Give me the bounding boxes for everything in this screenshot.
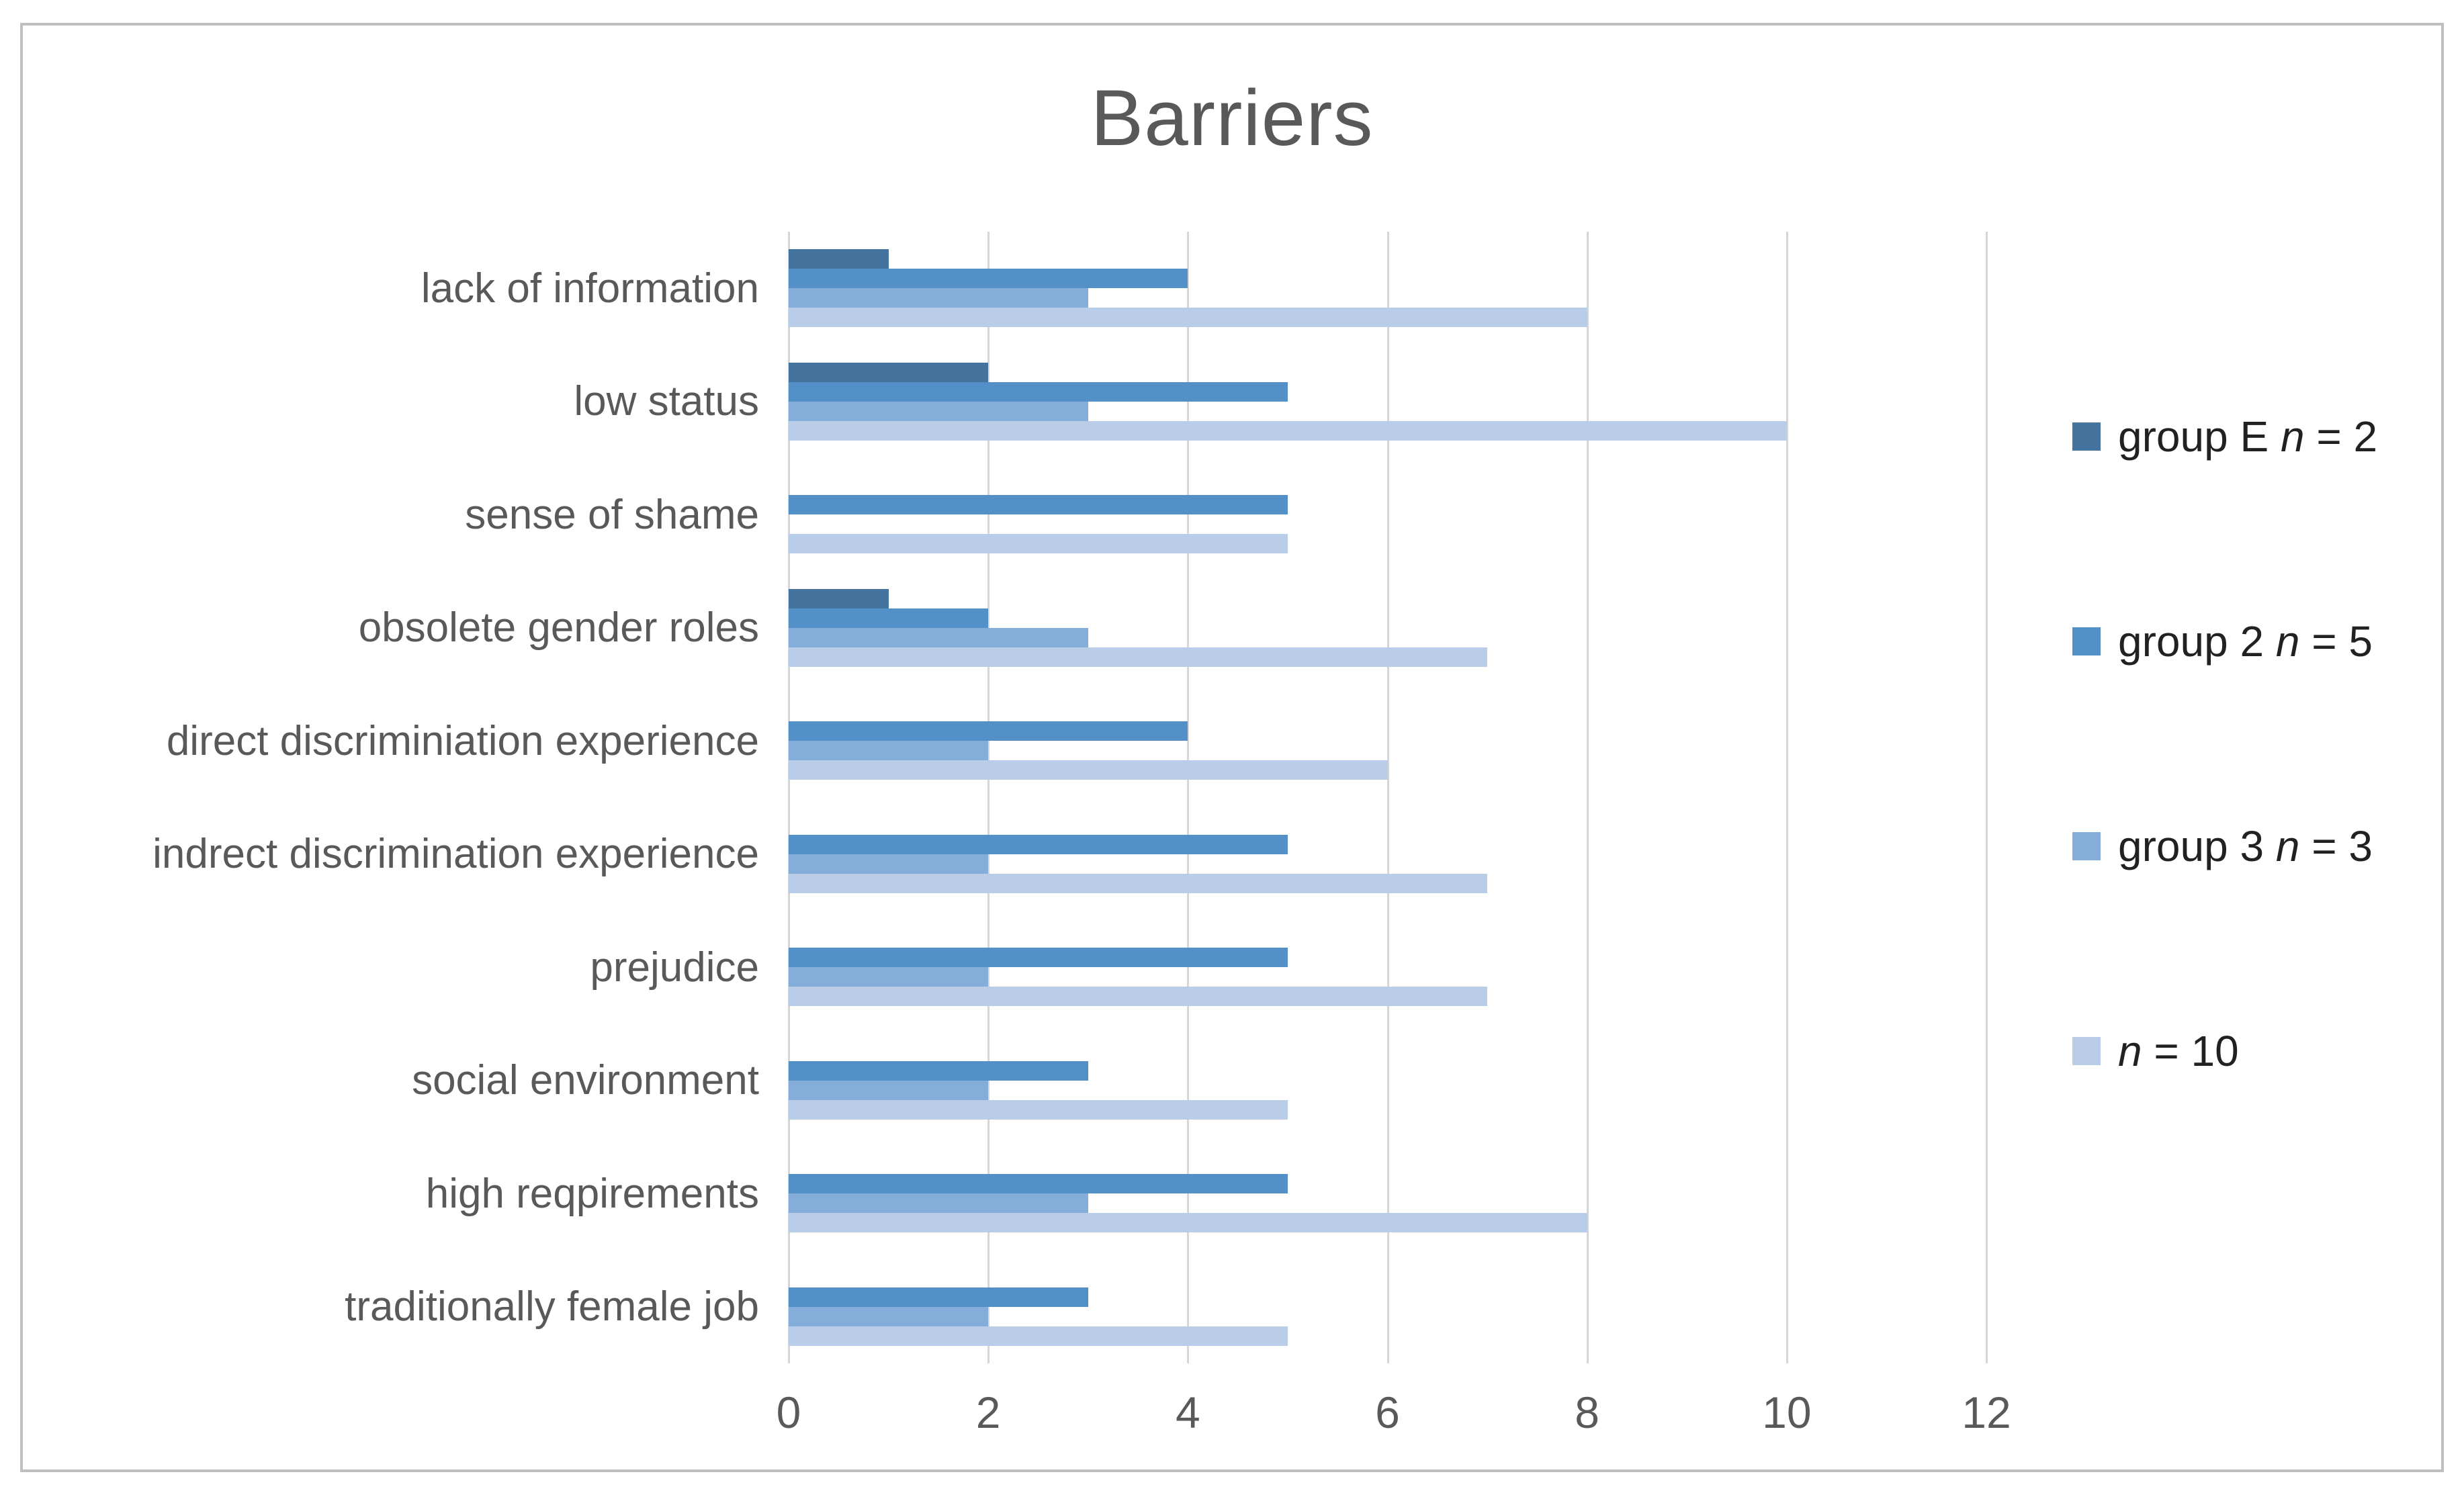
category-label: lack of information (421, 265, 759, 312)
gridline (1786, 232, 1788, 1363)
bar (789, 288, 1088, 308)
x-tick-label: 12 (1962, 1388, 2011, 1437)
legend-item: n = 10 (2072, 1026, 2239, 1076)
bar (789, 1080, 989, 1100)
legend-swatch (2072, 627, 2101, 655)
bar (789, 967, 989, 987)
bar (789, 854, 989, 874)
gridline (987, 232, 990, 1363)
bar (789, 1193, 1088, 1214)
x-tick-label: 2 (975, 1388, 1001, 1437)
bar (789, 401, 1088, 421)
gridline (1586, 232, 1589, 1363)
category-label: traditionally female job (345, 1283, 759, 1330)
legend-label: group 2 n = 5 (2118, 617, 2373, 666)
bar (789, 1213, 1587, 1233)
bar (789, 647, 1488, 667)
bar (789, 1306, 989, 1326)
category-label: low status (574, 378, 759, 425)
category-label: high reqpirements (425, 1170, 759, 1217)
bar (789, 588, 889, 608)
category-label: social environment (412, 1057, 759, 1104)
legend-item: group 3 n = 3 (2072, 821, 2373, 871)
category-label: direct discriminiation experience (166, 717, 759, 764)
legend-label: n = 10 (2118, 1027, 2239, 1075)
legend-swatch (2072, 832, 2101, 860)
bar (789, 1060, 1088, 1081)
legend-item: group 2 n = 5 (2072, 617, 2373, 666)
bar (789, 721, 1188, 741)
gridline (1387, 232, 1389, 1363)
bar (789, 987, 1488, 1007)
legend-swatch (2072, 1037, 2101, 1065)
bar (789, 760, 1388, 780)
gridline (1187, 232, 1190, 1363)
bar (789, 873, 1488, 893)
bar (789, 608, 989, 628)
x-tick-label: 10 (1762, 1388, 1812, 1437)
bar (789, 362, 989, 382)
x-tick-label: 6 (1375, 1388, 1400, 1437)
bar (789, 381, 1288, 402)
bar (789, 495, 1288, 515)
category-label: prejudice (590, 944, 759, 991)
bar (789, 627, 1088, 647)
legend-label: group E n = 2 (2118, 412, 2378, 461)
legend-item: group E n = 2 (2072, 412, 2377, 461)
bar (789, 534, 1288, 554)
category-label: sense of shame (465, 491, 759, 538)
bar (789, 1099, 1288, 1120)
bar (789, 1326, 1288, 1346)
bar (789, 420, 1787, 441)
x-tick-label: 0 (776, 1388, 801, 1437)
gridline (1986, 232, 1988, 1363)
bar (789, 249, 889, 269)
legend-swatch (2072, 422, 2101, 451)
legend-label: group 3 n = 3 (2118, 822, 2373, 870)
x-tick-label: 4 (1175, 1388, 1200, 1437)
bar (789, 269, 1188, 289)
gridline (788, 232, 790, 1363)
chart-title: Barriers (1090, 74, 1374, 163)
category-label: obsolete gender roles (358, 604, 759, 651)
bar (789, 308, 1587, 328)
bar (789, 834, 1288, 854)
category-label: indrect discrimination experience (152, 831, 759, 878)
x-tick-label: 8 (1575, 1388, 1600, 1437)
bar (789, 741, 989, 761)
bar (789, 948, 1288, 968)
bar (789, 1287, 1088, 1307)
bar (789, 1174, 1288, 1194)
